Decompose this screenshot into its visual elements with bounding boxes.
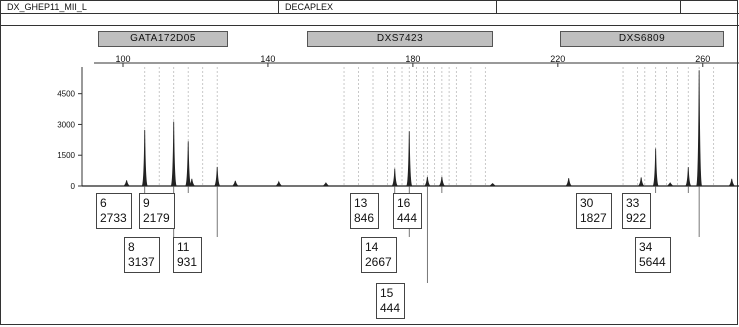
- peak: [213, 166, 221, 187]
- y-tick-label: 3000: [57, 120, 75, 129]
- header-subbar: [1, 14, 739, 26]
- allele-number: 9: [143, 196, 150, 210]
- allele-label[interactable]: 34 5644: [635, 237, 671, 273]
- x-tick-label: 220: [550, 54, 565, 64]
- x-tick-label: 100: [115, 54, 130, 64]
- peak: [728, 178, 736, 187]
- peak: [405, 131, 413, 187]
- y-tick-label: 1500: [57, 151, 75, 160]
- allele-height: 922: [626, 211, 647, 225]
- allele-height: 444: [397, 211, 418, 225]
- peak: [322, 182, 330, 187]
- allele-number: 13: [354, 196, 368, 210]
- peak: [423, 176, 431, 187]
- y-tick-label: 0: [71, 182, 76, 191]
- x-tick-label: 140: [260, 54, 275, 64]
- allele-label[interactable]: 11 931: [173, 237, 203, 273]
- allele-number: 34: [639, 240, 653, 254]
- allele-height: 3137: [128, 255, 155, 269]
- allele-label[interactable]: 8 3137: [124, 237, 160, 273]
- peak: [489, 183, 497, 187]
- allele-number: 6: [100, 196, 107, 210]
- peak: [184, 141, 192, 187]
- allele-height: 2733: [100, 211, 127, 225]
- allele-height: 444: [380, 301, 401, 315]
- header-empty-cell: [497, 1, 681, 14]
- peak: [231, 180, 239, 187]
- peak: [170, 121, 178, 187]
- peak: [123, 180, 131, 187]
- allele-number: 16: [397, 196, 411, 210]
- allele-number: 8: [128, 240, 135, 254]
- allele-label[interactable]: 33 922: [622, 193, 652, 229]
- header-empty-cell: [681, 1, 739, 14]
- allele-number: 14: [365, 240, 379, 254]
- y-tick-label: 4500: [57, 90, 75, 99]
- allele-number: 33: [626, 196, 640, 210]
- peak: [637, 177, 645, 187]
- peak: [666, 182, 674, 187]
- peak: [438, 176, 446, 187]
- allele-label[interactable]: 6 2733: [96, 193, 132, 229]
- peak: [695, 70, 703, 187]
- allele-number: 30: [580, 196, 594, 210]
- marker-gata172d05[interactable]: GATA172D05: [98, 31, 228, 47]
- peak: [652, 148, 660, 187]
- allele-number: 11: [177, 240, 190, 254]
- peak: [275, 180, 283, 187]
- peak: [391, 168, 399, 187]
- allele-label[interactable]: 9 2179: [139, 193, 175, 229]
- marker-dxs6809[interactable]: DXS6809: [560, 31, 724, 47]
- allele-height: 2179: [143, 211, 170, 225]
- panel-name-cell: DX_GHEP11_MII_L: [1, 1, 279, 14]
- allele-height: 931: [177, 255, 198, 269]
- kit-name: DECAPLEX: [285, 2, 334, 12]
- allele-label[interactable]: 14 2667: [361, 237, 397, 273]
- marker-dxs7423[interactable]: DXS7423: [307, 31, 493, 47]
- allele-number: 15: [380, 286, 394, 300]
- kit-name-cell: DECAPLEX: [279, 1, 497, 14]
- peak: [188, 178, 196, 187]
- allele-label[interactable]: 15 444: [376, 283, 406, 319]
- allele-label[interactable]: 13 846: [350, 193, 380, 229]
- allele-height: 1827: [580, 211, 607, 225]
- allele-height: 5644: [639, 255, 666, 269]
- peak: [684, 167, 692, 187]
- peak: [141, 129, 149, 187]
- peak: [565, 178, 573, 187]
- allele-label[interactable]: 16 444: [393, 193, 423, 229]
- allele-height: 2667: [365, 255, 392, 269]
- panel-name: DX_GHEP11_MII_L: [7, 2, 87, 12]
- allele-height: 846: [354, 211, 375, 225]
- allele-label[interactable]: 30 1827: [576, 193, 612, 229]
- x-tick-label: 260: [695, 54, 710, 64]
- x-tick-label: 180: [405, 54, 420, 64]
